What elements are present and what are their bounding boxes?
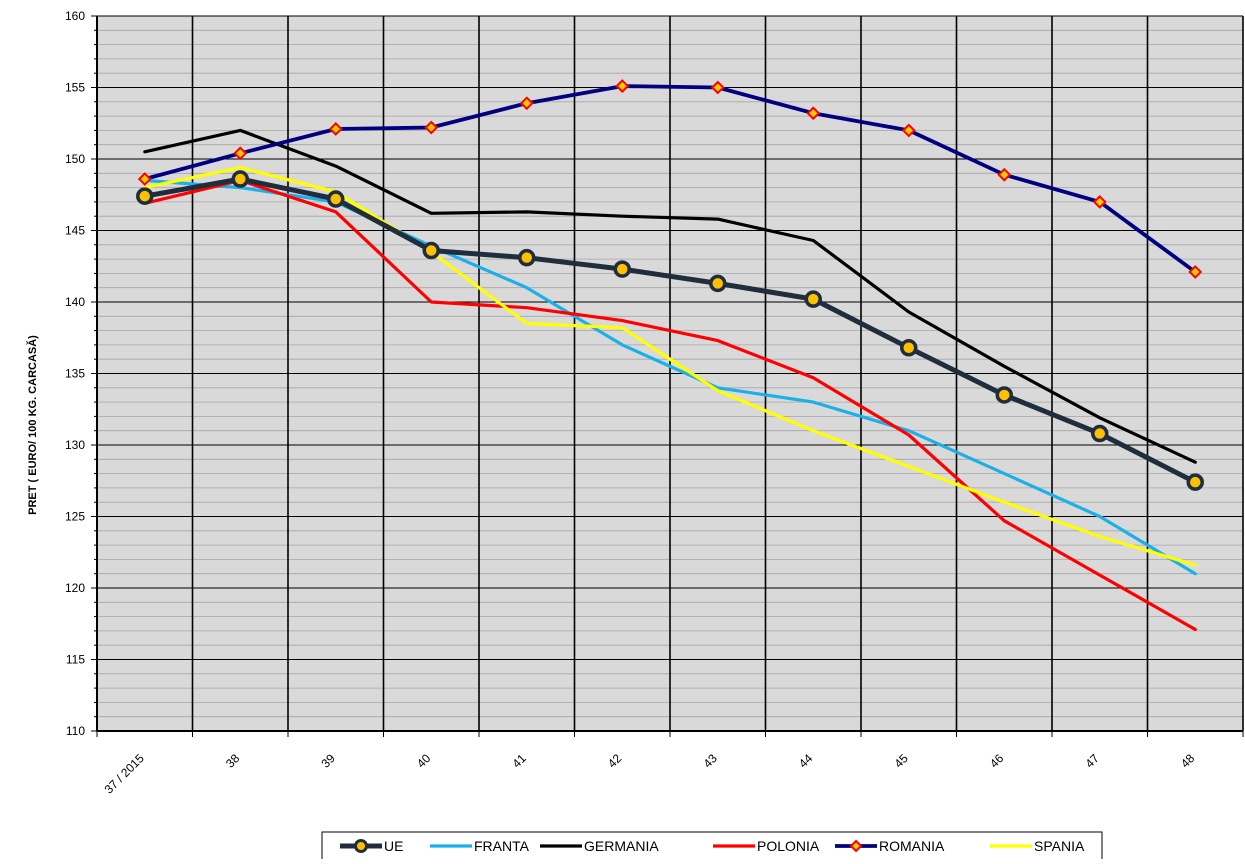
data-point-romania bbox=[233, 146, 248, 161]
y-axis-label: PRET ( EURO/ 100 KG. CARCASĂ) bbox=[26, 335, 39, 515]
legend-marker bbox=[354, 839, 368, 853]
series-line-germania bbox=[143, 128, 1197, 464]
y-tick-label: 125 bbox=[65, 510, 85, 524]
data-point-romania bbox=[806, 106, 821, 121]
series-line-spania bbox=[143, 166, 1197, 567]
data-point-ue bbox=[231, 170, 249, 188]
legend-label-franta: FRANTA bbox=[474, 838, 530, 854]
x-tick-label: 44 bbox=[796, 751, 816, 771]
y-tick-label: 130 bbox=[65, 438, 85, 452]
x-tick-label: 37 / 2015 bbox=[102, 751, 148, 797]
y-tick-label: 135 bbox=[65, 367, 85, 381]
y-tick-label: 115 bbox=[66, 653, 85, 667]
data-point-romania bbox=[1092, 194, 1107, 209]
legend-marker bbox=[849, 839, 863, 853]
series-line-romania bbox=[142, 84, 1198, 274]
y-tick-label: 155 bbox=[65, 81, 85, 95]
data-point-ue bbox=[995, 386, 1013, 404]
x-tick-label: 45 bbox=[892, 751, 912, 771]
data-point-ue bbox=[804, 290, 822, 308]
data-point-romania bbox=[424, 120, 439, 135]
legend-label-germania: GERMANIA bbox=[584, 838, 659, 854]
y-tick-label: 120 bbox=[65, 581, 85, 595]
legend: UE FRANTA GERMANIA POLONIA ROMANIA SPANIA bbox=[321, 831, 1103, 861]
data-point-ue bbox=[900, 339, 918, 357]
x-tick-label: 48 bbox=[1178, 751, 1198, 771]
y-tick-label: 160 bbox=[65, 9, 85, 23]
x-tick-label: 42 bbox=[605, 751, 625, 771]
data-point-romania bbox=[615, 79, 630, 93]
x-tick-label: 43 bbox=[701, 751, 721, 771]
series-line-polonia bbox=[143, 178, 1197, 632]
x-tick-label: 39 bbox=[319, 751, 339, 771]
data-point-romania bbox=[328, 122, 343, 136]
data-point-ue bbox=[1186, 473, 1204, 491]
legend-label-polonia: POLONIA bbox=[757, 838, 820, 854]
data-point-romania bbox=[710, 80, 725, 95]
data-point-romania bbox=[901, 123, 916, 138]
data-point-romania bbox=[997, 167, 1012, 182]
data-point-romania bbox=[519, 96, 534, 111]
x-tick-label: 38 bbox=[223, 751, 243, 771]
data-point-ue bbox=[709, 274, 727, 293]
y-tick-label: 110 bbox=[66, 724, 85, 738]
data-point-ue bbox=[422, 241, 440, 260]
y-tick-label: 150 bbox=[65, 152, 85, 166]
y-tick-label: 140 bbox=[65, 295, 85, 309]
y-tick-label: 145 bbox=[65, 224, 85, 238]
legend-label-ue: UE bbox=[384, 838, 403, 854]
data-point-ue bbox=[1091, 424, 1109, 443]
data-point-ue bbox=[327, 190, 345, 208]
data-point-romania bbox=[137, 172, 152, 186]
data-point-romania bbox=[1188, 265, 1203, 279]
x-tick-label: 47 bbox=[1083, 751, 1103, 771]
data-point-ue bbox=[518, 248, 536, 267]
x-tick-label: 41 bbox=[510, 751, 530, 771]
legend-label-romania: ROMANIA bbox=[879, 838, 945, 854]
x-tick-label: 46 bbox=[987, 751, 1007, 771]
data-point-ue bbox=[613, 260, 631, 278]
x-tick-label: 40 bbox=[414, 751, 434, 771]
legend-label-spania: SPANIA bbox=[1034, 838, 1085, 854]
series-line-ue bbox=[142, 176, 1198, 485]
data-point-ue bbox=[136, 187, 154, 205]
series-line-franta bbox=[143, 178, 1197, 576]
